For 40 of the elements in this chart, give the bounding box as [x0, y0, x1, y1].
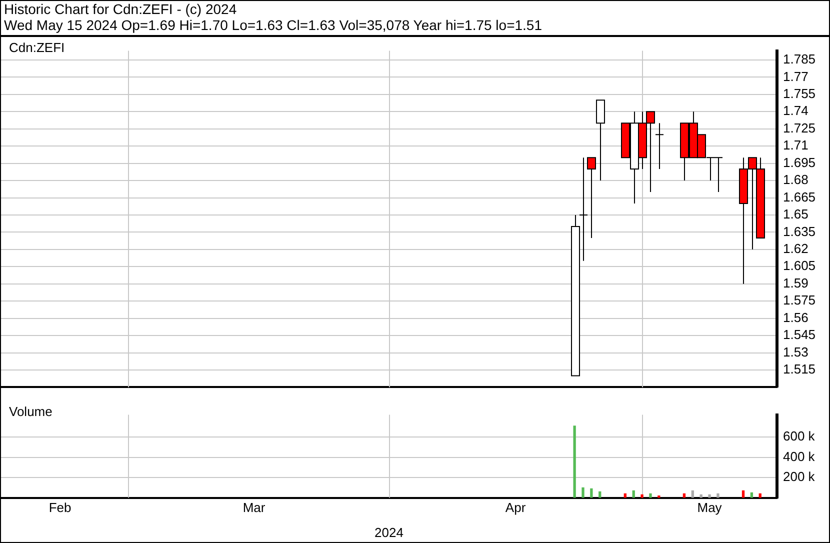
y-tick-label: 1.53 [783, 344, 808, 360]
chart-subtitle: Wed May 15 2024 Op=1.69 Hi=1.70 Lo=1.63 Cl=1.63 Vol=35,078 Year hi=1.75 lo=1.51 [4, 17, 544, 33]
x-tick-label: Feb [48, 500, 72, 516]
y-tick-label: 1.785 [783, 52, 816, 67]
bar [573, 426, 576, 498]
y-tick-label: 1.725 [783, 120, 816, 136]
y-tick-label: 1.62 [783, 241, 808, 256]
y-tick-label: 1.545 [783, 327, 816, 342]
y-tick-label: 400 k [783, 448, 816, 464]
bar [590, 488, 593, 498]
y-tick-label: 200 k [783, 469, 816, 484]
y-tick-label: 1.74 [783, 103, 808, 118]
y-tick-label: 1.68 [783, 172, 808, 188]
y-tick-label: 600 k [783, 428, 816, 444]
chart-title: Historic Chart for Cdn:ZEFI - (c) 2024 [4, 1, 238, 17]
bar [582, 487, 584, 498]
candlestick [655, 122, 664, 170]
y-tick-label: 1.515 [783, 362, 816, 377]
x-tick-label: Mar [242, 500, 266, 516]
annotation: Volume [9, 404, 52, 419]
y-tick-label: 1.575 [783, 292, 816, 308]
y-tick-label: 1.71 [783, 138, 808, 153]
candlestick [579, 157, 588, 262]
bar [716, 493, 720, 498]
x-tick-label: May [697, 500, 722, 516]
x-axis-title: 2024 [374, 524, 404, 540]
bar [649, 493, 652, 498]
y-tick-label: 1.755 [783, 86, 816, 102]
y-tick-label: 1.59 [783, 275, 808, 290]
bar [640, 494, 644, 498]
y-tick-label: 1.635 [783, 224, 816, 239]
y-tick-label: 1.605 [783, 258, 816, 274]
y-tick-label: 1.695 [783, 154, 816, 170]
bar [708, 494, 711, 498]
y-tick-label: 1.77 [783, 68, 808, 84]
x-tick-label: Apr [505, 500, 526, 516]
y-tick-label: 1.65 [783, 206, 808, 222]
y-tick-label: 1.56 [783, 310, 808, 325]
y-tick-label: 1.665 [783, 189, 816, 204]
annotation: Cdn:ZEFI [9, 40, 65, 55]
